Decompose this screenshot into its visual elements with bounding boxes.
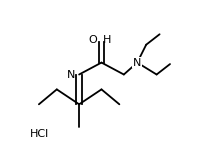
Text: N: N [133,58,141,68]
Text: H: H [103,35,112,45]
Text: N: N [67,69,75,80]
Text: O: O [88,35,97,45]
Text: HCl: HCl [30,129,49,139]
